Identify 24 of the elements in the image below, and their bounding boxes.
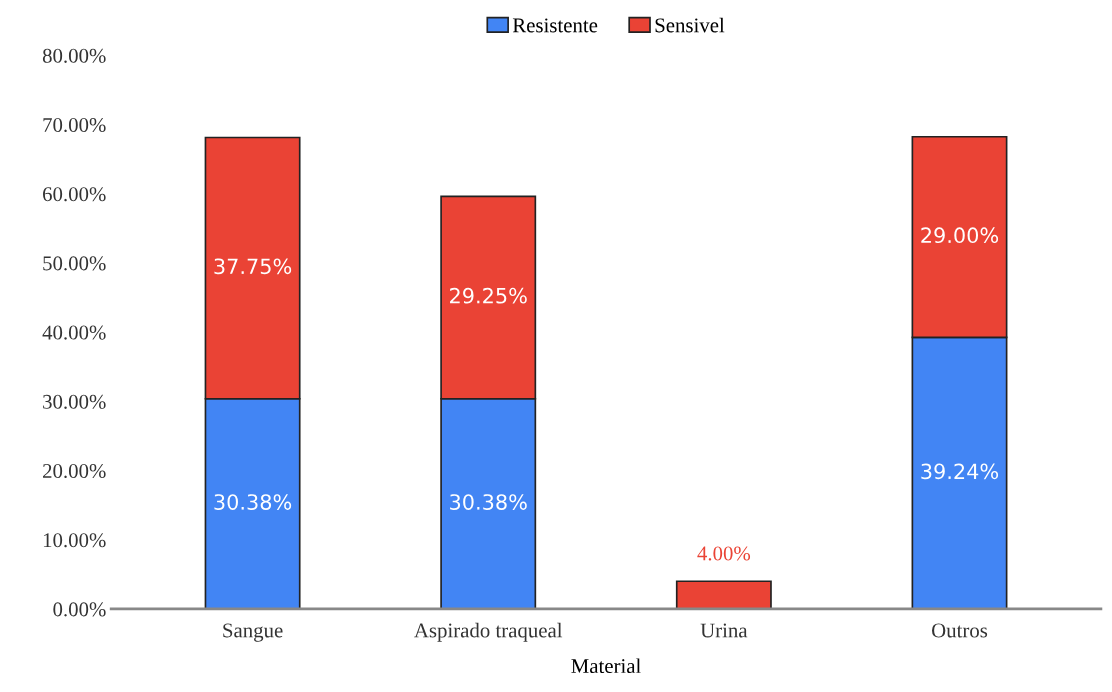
data-label: 39.24%	[921, 463, 999, 480]
legend-label: Sensivel	[655, 17, 725, 33]
x-tick-label: Sangue	[223, 623, 283, 642]
y-tick-label: 10.00%	[43, 533, 106, 548]
x-tick-label: Outros	[932, 623, 988, 638]
y-tick-label: 20.00%	[43, 463, 106, 479]
data-label: 37.75%	[214, 258, 292, 275]
y-tick-label: 40.00%	[42, 325, 106, 340]
data-label: 30.38%	[450, 494, 527, 510]
legend-label: Resistente	[512, 18, 598, 33]
y-tick-label: 0.00%	[53, 602, 106, 617]
y-tick-label: 60.00%	[43, 187, 106, 202]
data-label: 30.38%	[214, 494, 292, 510]
bar	[675, 580, 772, 609]
data-label: 29.00%	[921, 227, 999, 244]
x-tick-label: Aspirado traqueal	[414, 622, 563, 642]
data-label: 29.25%	[450, 287, 527, 304]
y-tick-label: 30.00%	[43, 394, 106, 409]
y-tick-label: 80.00%	[42, 48, 106, 63]
y-tick-label: 50.00%	[43, 256, 106, 271]
x-tick-label: Urina	[700, 623, 748, 638]
data-label: 4.00%	[697, 546, 751, 561]
x-axis-title: Material	[571, 658, 641, 674]
y-tick-label: 70.00%	[43, 117, 106, 133]
